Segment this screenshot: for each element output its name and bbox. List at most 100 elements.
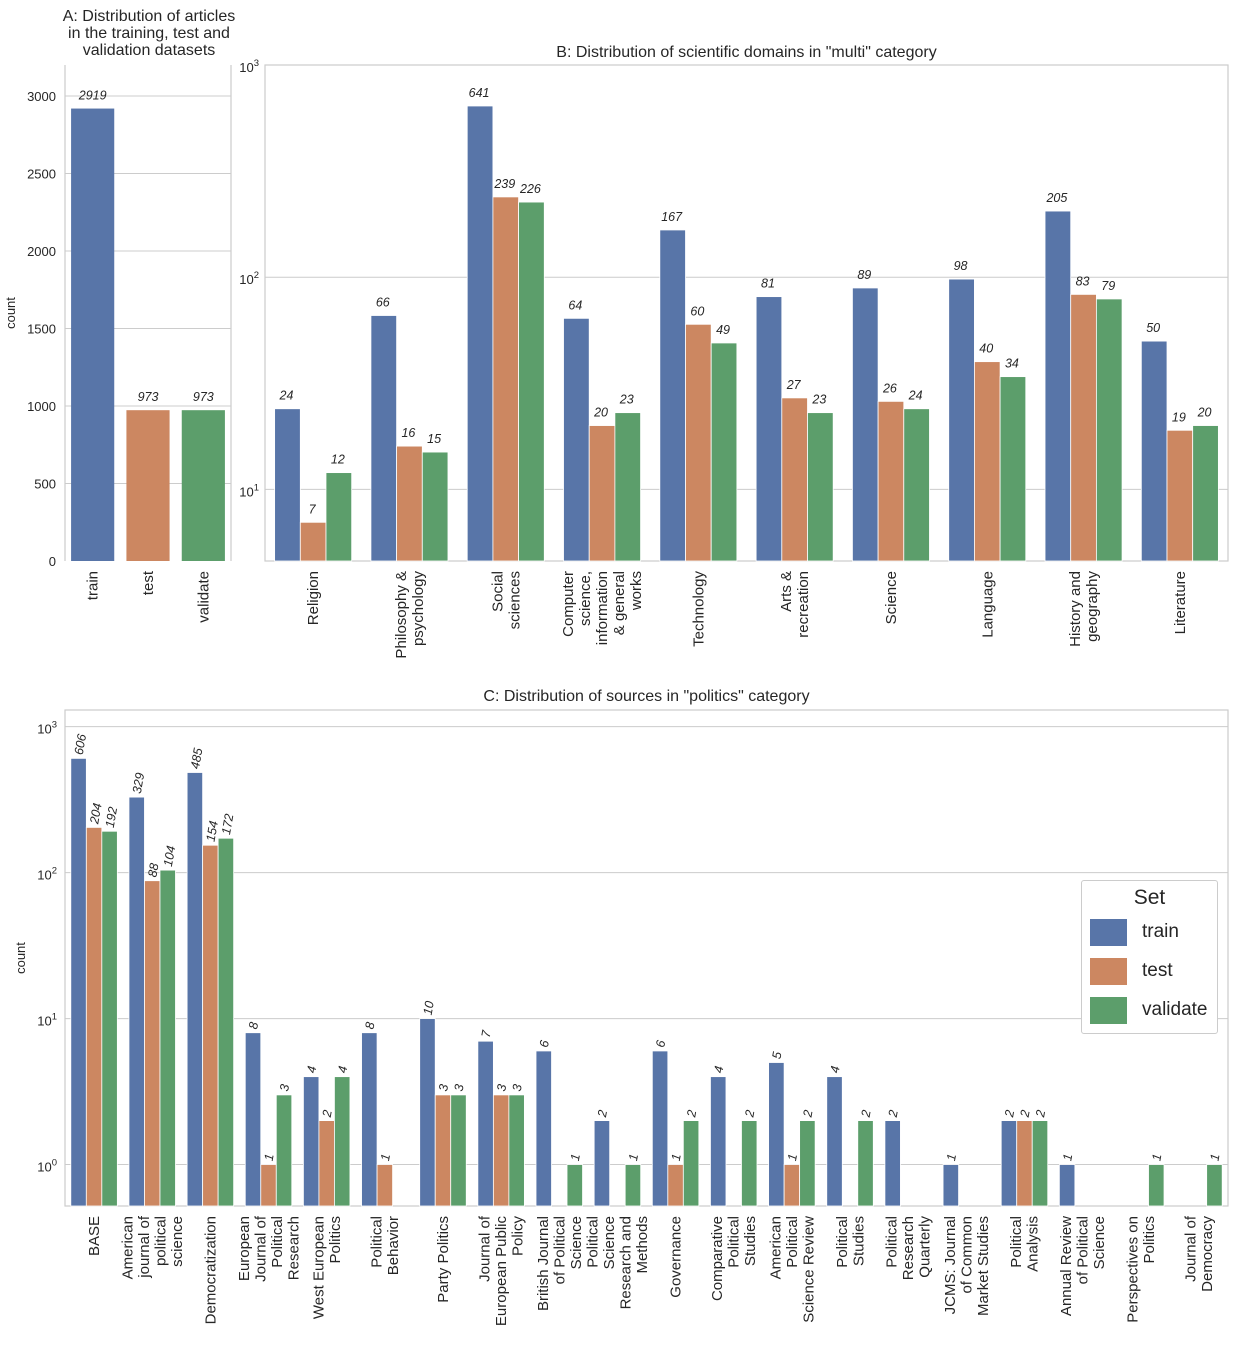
panel-b-data-label: 205 (1045, 191, 1067, 205)
panel-b-ytick-label: 102 (239, 270, 259, 287)
panel-c-data-label: 2 (859, 1109, 874, 1119)
panel-c-xtick-label-line: Science Review (800, 1216, 817, 1323)
panel-b-data-label: 26 (882, 381, 897, 395)
panel-c-bar-train (826, 1076, 843, 1207)
panel-c-xtick-label-line: Perspectives on (1125, 1216, 1142, 1323)
panel-c-xtick-label-line: Journal of (1183, 1215, 1200, 1282)
panel-c-xtick-label: BASE (86, 1216, 103, 1256)
panel-c-ytick-label: 102 (37, 866, 57, 883)
panel-c-xtick-label-line: Science (1091, 1216, 1108, 1269)
panel-b-xtick-label-line: Language (979, 571, 996, 638)
panel-c-data-label: 1 (1208, 1153, 1223, 1162)
panel-c-bar-validate (450, 1094, 467, 1207)
panel-b-data-label: 16 (401, 426, 415, 440)
panel-c-xtick-label: British Journal of Political Science (535, 1216, 585, 1311)
panel-c-data-label: 3 (277, 1083, 292, 1092)
panel-c-bar-validate (682, 1120, 700, 1207)
panel-b-xtick-label-line: Social (489, 571, 506, 612)
panel-c-data-label: 1 (1060, 1153, 1075, 1162)
panel-a-bar-train (71, 108, 115, 562)
panel-c-xtick-label: JCMS: Journal of Common Market Studies (942, 1216, 992, 1316)
panel-b-ytick-label: 101 (239, 482, 259, 499)
legend-swatch-validate (1090, 997, 1127, 1024)
panel-b-data-label: 81 (761, 277, 775, 291)
panel-b-xtick-label: Technology (690, 571, 707, 647)
legend-label-test: test (1142, 960, 1173, 981)
panel-c-xtick-label-line: American (767, 1216, 784, 1279)
panel-b-xtick-label: Literature (1172, 571, 1189, 634)
panel-b-xtick-label-line: Technology (690, 571, 707, 647)
panel-b-bar-validate (518, 201, 545, 562)
panel-c-data-label: 1 (785, 1153, 800, 1162)
panel-c-xtick-label-line: Journal of (477, 1215, 494, 1282)
panel-c-data-label: 606 (72, 733, 89, 756)
panel-c-bar-test (202, 844, 219, 1207)
panel-b-xtick-label-line: works (628, 571, 645, 611)
panel-b-data-label: 40 (979, 342, 993, 356)
panel-b-data-label: 60 (690, 304, 704, 318)
panel-b-xtick-label-line: & general (611, 571, 628, 635)
panel-c-data-label: 4 (711, 1065, 726, 1074)
panel-c-bar-train (128, 796, 145, 1207)
panel-a-title-line: A: Distribution of articles (63, 8, 236, 25)
panel-c-bar-train (942, 1164, 959, 1207)
panel-c-data-label: 1 (626, 1153, 641, 1162)
panel-c-bar-validate (566, 1164, 583, 1207)
panel-c-xtick-label: Journal of European Public Policy (477, 1215, 527, 1326)
panel-b-bar-validate (325, 472, 353, 562)
panel-c-xtick-label: Political Analysis (1008, 1216, 1042, 1272)
panel-c-xtick-label: Political Behavior (369, 1216, 403, 1275)
panel-b-bar-test (974, 361, 1001, 562)
panel-c-data-label: 2 (1002, 1109, 1017, 1119)
legend-label-validate: validate (1142, 999, 1208, 1020)
panel-c-ytick-label: 100 (37, 1158, 57, 1175)
panel-b-xtick-label: History and geography (1067, 571, 1101, 647)
panel-c-data-label: 2 (320, 1109, 335, 1119)
panel-c-data-label: 6 (653, 1039, 668, 1048)
panel-c-data-label: 192 (103, 806, 120, 829)
panel-c-xtick-label-line: Political (585, 1216, 602, 1268)
panel-b-bar-test (492, 196, 519, 562)
panel-b-data-label: 79 (1101, 279, 1115, 293)
panel-c-data-label: 172 (219, 813, 236, 836)
panel-b-bar-test (1070, 293, 1097, 562)
panel-b-bar-train (563, 317, 590, 562)
panel-c-xtick-label-line: Annual Review (1058, 1216, 1075, 1316)
panel-c-xtick-label-line: Quarterly (917, 1216, 934, 1278)
panel-c-bar-validate (334, 1076, 351, 1207)
panel-c-xtick-label-line: JCMS: Journal (942, 1216, 959, 1314)
panel-b-data-label: 23 (811, 393, 826, 407)
panel-b-bar-train (852, 287, 879, 562)
panel-c-xtick-label-line: of Common (958, 1216, 975, 1294)
panel-c-xtick-label-line: European Public (493, 1216, 510, 1327)
panel-a-ytick-label: 0 (49, 554, 56, 569)
panel-c-xtick-label-line: Research (285, 1216, 302, 1280)
panel-b-data-label: 64 (568, 298, 582, 312)
panel-b-frame (264, 64, 1229, 562)
panel-c-bar-validate (1206, 1164, 1223, 1207)
panel-c-bar-test (376, 1164, 393, 1207)
panel-b-data-label: 641 (469, 86, 490, 100)
panel-b-bar-train (659, 229, 686, 562)
panel-c-bar-validate (508, 1094, 525, 1207)
panel-c-data-label: 2 (1017, 1109, 1032, 1119)
panel-c-xtick-label: Political Science Research and Methods (585, 1216, 652, 1309)
panel-c-data-label: 3 (452, 1083, 467, 1092)
panel-c-xtick-label: Comparative Political Studies (709, 1216, 759, 1301)
panel-b-bar-test (1166, 429, 1194, 562)
panel-c-data-label: 1 (944, 1153, 959, 1162)
panel-c-xtick-label-line: Studies (742, 1216, 759, 1266)
panel-a-title-line: in the training, test and (68, 25, 230, 42)
panel-b-xtick-label-line: psychology (410, 571, 427, 647)
panel-c-xtick-label-line: political (152, 1216, 169, 1266)
panel-c-bar-train (593, 1120, 611, 1207)
panel-c-xtick-label-line: of Political (1075, 1216, 1092, 1284)
panel-b-data-label: 7 (309, 502, 317, 516)
panel-b-bar-validate (710, 342, 738, 562)
panel-c-bar-validate (159, 869, 176, 1207)
panel-c-xtick-label-line: Comparative (709, 1216, 726, 1301)
panel-c-xtick-label-line: Party Politics (435, 1216, 452, 1303)
panel-b-bar-test (588, 425, 616, 562)
panel-b-data-label: 98 (954, 259, 968, 273)
panel-b-xtick-label-line: Philosophy & (393, 571, 410, 659)
